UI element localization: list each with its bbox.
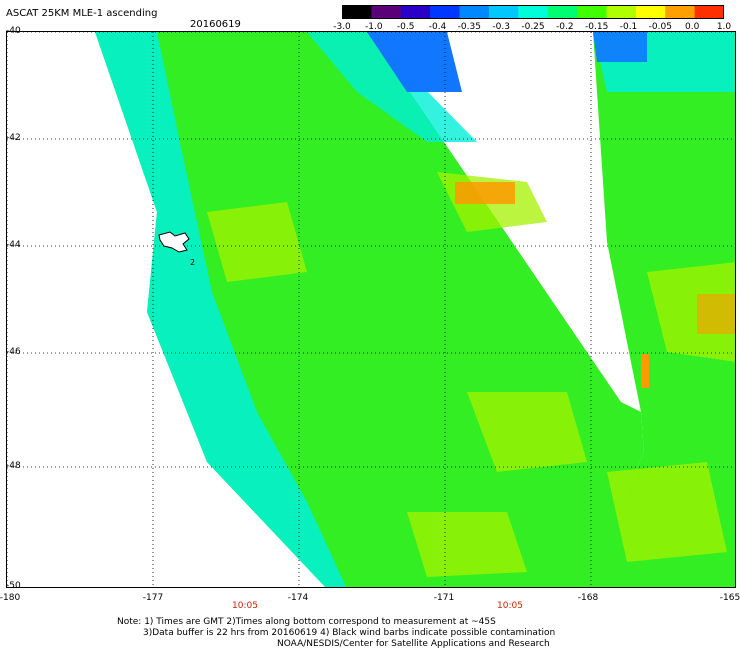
swath-cyan-patch [307,32,477,142]
colorbar-segment [547,5,578,19]
swath-orange-spot [697,294,735,334]
note-line-2: 3)Data buffer is 22 hrs from 20160619 4)… [143,628,556,638]
colorbar-label: 1.0 [716,22,732,32]
longitude-label: -168 [577,593,599,603]
colorbar-segment [459,5,490,19]
time-label: 10:05 [497,601,523,611]
colorbar-segment [371,5,402,19]
colorbar-segment [400,5,431,19]
swath-left-edge [95,32,347,587]
colorbar-label: -0.4 [428,22,447,32]
swath-yellow-patch [467,392,587,472]
colorbar-label: -3.0 [333,22,351,32]
latitude-label: -48 [6,461,21,471]
longitude-label: -171 [433,593,455,603]
colorbar-segment [488,5,519,19]
island-label: 2 [190,258,195,267]
colorbar-segment [665,5,696,19]
latitude-label: -44 [6,240,21,250]
product-title: ASCAT 25KM MLE-1 ascending [6,8,158,19]
colorbar-segment [694,5,724,19]
colorbar-segment [606,5,637,19]
colorbar-label: -0.15 [585,22,609,32]
swath-orange-spot [455,182,515,204]
product-date: 20160619 [190,19,241,30]
colorbar-label: -1.0 [365,22,383,32]
swath-right-blue [593,32,647,62]
color-scale-bar [342,5,724,19]
longitude-label: -174 [287,593,309,603]
colorbar-segment [518,5,549,19]
colorbar-label: -0.3 [492,22,510,32]
swath-orange-spot [641,354,649,388]
colorbar-segment [342,5,372,19]
swath-blue-patch [367,32,462,92]
colorbar-label: -0.2 [556,22,574,32]
colorbar-label: -0.05 [648,22,672,32]
map-frame: 2 [6,31,736,588]
note-line-3: NOAA/NESDIS/Center for Satellite Applica… [277,639,550,649]
colorbar-segment [577,5,608,19]
colorbar-label: -0.1 [619,22,638,32]
time-label: 10:05 [232,601,258,611]
colorbar-segment [635,5,666,19]
swath-yellow-patch [207,202,307,282]
longitude-label: -180 [0,593,21,603]
latitude-label: -50 [6,581,21,591]
latitude-label: -42 [6,133,21,143]
swath-yellow-patch [607,462,727,562]
latitude-label: -46 [6,347,21,357]
colorbar-label: -0.35 [457,22,481,32]
wind-map: 2 [7,32,735,587]
colorbar-label: 0.0 [684,22,700,32]
latitude-label: -40 [6,26,21,36]
longitude-label: -177 [142,593,164,603]
colorbar-label: -0.25 [521,22,545,32]
note-line-1: Note: 1) Times are GMT 2)Times along bot… [117,617,496,627]
colorbar-segment [430,5,461,19]
swath-yellow-patch [647,262,735,362]
colorbar-label: -0.5 [396,22,415,32]
island-outline [158,231,190,253]
longitude-label: -165 [719,593,740,603]
swath-yellow-patch [407,512,527,577]
